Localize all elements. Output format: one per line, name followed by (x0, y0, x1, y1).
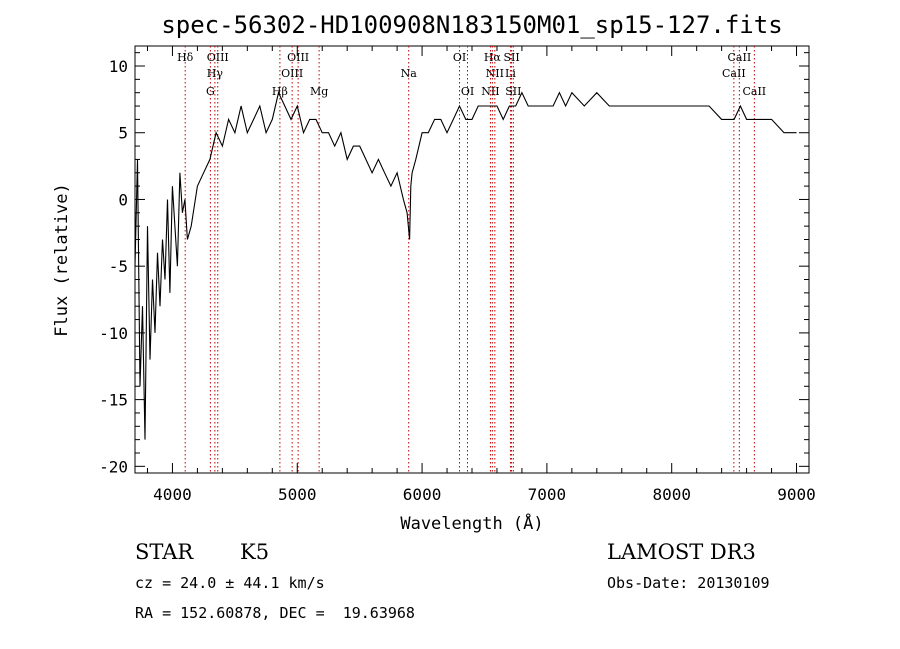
y-tick-label: -15 (99, 391, 128, 410)
y-tick-label: -5 (109, 257, 128, 276)
obs-date: Obs-Date: 20130109 (607, 574, 770, 592)
line-label: G (206, 85, 215, 98)
y-tick-label: 5 (118, 124, 128, 143)
x-tick-label: 9000 (777, 485, 816, 504)
line-label: CaII (742, 85, 766, 98)
line-label: Mg (310, 85, 328, 98)
y-axis-label: Flux (relative) (52, 183, 72, 337)
line-label: Hα (484, 51, 502, 64)
y-tick-label: -10 (99, 324, 128, 343)
redshift-cz: cz = 24.0 ± 44.1 km/s (135, 574, 325, 592)
line-label: SII (503, 51, 519, 64)
x-tick-labels: 4000 5000 6000 7000 8000 9000 (153, 485, 816, 504)
axis-ticks (135, 46, 809, 473)
line-label: NII (481, 85, 499, 98)
x-tick-label: 5000 (278, 485, 317, 504)
x-tick-label: 6000 (403, 485, 442, 504)
line-label: CaII (728, 51, 752, 64)
y-tick-label: -20 (99, 457, 128, 476)
line-label: SII (505, 85, 521, 98)
chart-title: spec-56302-HD100908N183150M01_sp15-127.f… (161, 11, 782, 39)
line-label: OIII (207, 51, 229, 64)
y-tick-label: 0 (118, 190, 128, 209)
spectral-subclass: K5 (240, 540, 270, 564)
line-label: OI (461, 85, 474, 98)
object-class: STAR (135, 540, 194, 564)
survey-name: LAMOST DR3 (607, 540, 756, 564)
line-markers (184, 46, 755, 473)
line-label: Na (401, 67, 418, 80)
x-tick-label: 4000 (153, 485, 192, 504)
x-tick-label: 7000 (528, 485, 567, 504)
x-tick-label: 8000 (652, 485, 691, 504)
y-tick-labels: -20 -15 -10 -5 0 5 10 (99, 57, 128, 476)
line-label: Hγ (207, 67, 224, 80)
line-label: CaII (722, 67, 746, 80)
line-label: Li (505, 67, 516, 80)
spectrum-line (134, 91, 797, 440)
y-tick-label: 10 (109, 57, 128, 76)
line-label: NII (486, 67, 504, 80)
ra-dec: RA = 152.60878, DEC = 19.63968 (135, 604, 415, 622)
plot-frame (134, 45, 810, 474)
line-label: Hβ (272, 85, 288, 98)
line-label: OIII (281, 67, 303, 80)
line-label: OI (453, 51, 466, 64)
line-label: OIII (287, 51, 309, 64)
line-label: Hδ (177, 51, 194, 64)
x-axis-label: Wavelength (Å) (400, 512, 543, 534)
